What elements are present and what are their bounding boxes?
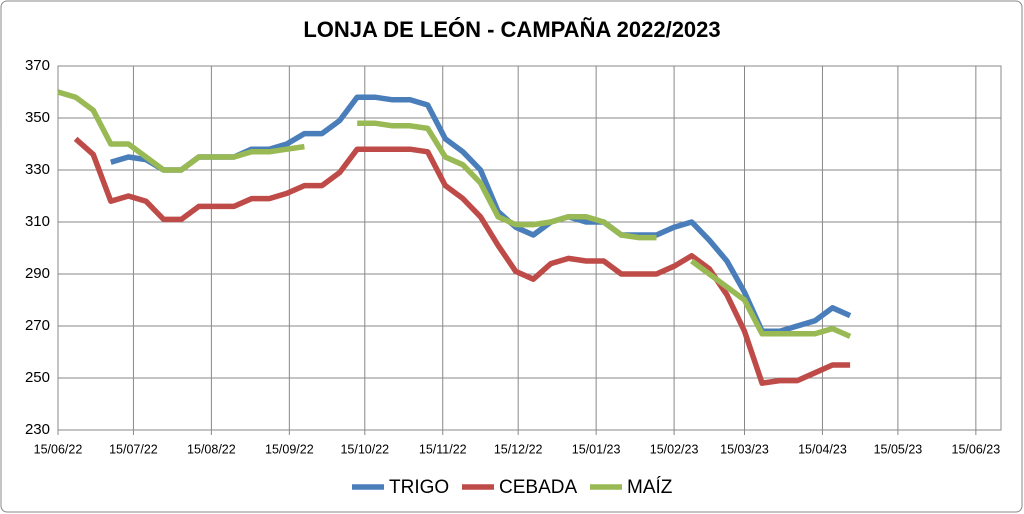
legend-label: TRIGO bbox=[389, 477, 449, 498]
x-tick-label: 15/06/22 bbox=[34, 442, 83, 456]
x-tick-label: 15/04/23 bbox=[798, 442, 847, 456]
y-tick-label: 230 bbox=[25, 421, 50, 438]
x-tick-label: 15/06/23 bbox=[952, 442, 1001, 456]
y-tick-label: 270 bbox=[25, 317, 50, 334]
x-tick-label: 15/12/22 bbox=[494, 442, 543, 456]
y-tick-label: 370 bbox=[25, 57, 50, 74]
legend-label: CEBADA bbox=[499, 477, 577, 498]
legend-label: MAÍZ bbox=[627, 477, 673, 498]
y-tick-label: 330 bbox=[25, 161, 50, 178]
y-tick-label: 310 bbox=[25, 213, 50, 230]
x-tick-label: 15/09/22 bbox=[265, 442, 314, 456]
x-tick-label: 15/02/23 bbox=[650, 442, 699, 456]
x-tick-label: 15/07/22 bbox=[109, 442, 158, 456]
y-tick-label: 290 bbox=[25, 265, 50, 282]
x-tick-label: 15/01/23 bbox=[572, 442, 621, 456]
chart-title: LONJA DE LEÓN - CAMPAÑA 2022/2023 bbox=[303, 17, 720, 42]
series-line bbox=[73, 136, 851, 386]
y-tick-label: 350 bbox=[25, 109, 50, 126]
series-line bbox=[57, 89, 852, 339]
x-tick-label: 15/10/22 bbox=[340, 442, 389, 456]
x-tick-label: 15/05/23 bbox=[874, 442, 923, 456]
x-tick-label: 15/08/22 bbox=[187, 442, 236, 456]
x-tick-label: 15/11/22 bbox=[419, 442, 467, 456]
x-tick-label: 15/03/23 bbox=[720, 442, 769, 456]
y-tick-label: 250 bbox=[25, 369, 50, 386]
